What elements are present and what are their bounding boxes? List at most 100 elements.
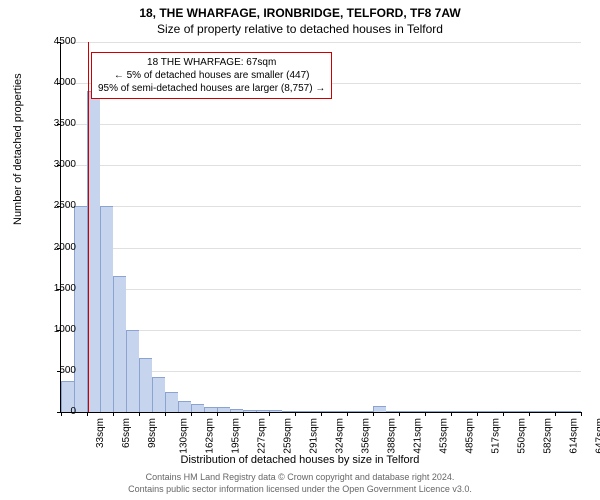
xtick-mark	[295, 412, 296, 416]
xtick-label: 550sqm	[517, 418, 528, 454]
xtick-mark	[217, 412, 218, 416]
histogram-bar	[191, 404, 204, 412]
histogram-bar	[152, 377, 165, 412]
histogram-bar	[217, 407, 230, 412]
ytick-label: 1000	[36, 325, 76, 335]
histogram-bar	[490, 411, 503, 412]
histogram-bar	[529, 411, 542, 412]
histogram-bar	[178, 401, 191, 412]
histogram-bar	[74, 206, 87, 412]
y-axis-label: Number of detached properties	[12, 73, 24, 225]
xtick-label: 356sqm	[361, 418, 372, 454]
histogram-bar	[165, 392, 178, 412]
xtick-mark	[347, 412, 348, 416]
ytick-label: 2000	[36, 243, 76, 253]
gridline	[61, 289, 581, 290]
chart-subtitle: Size of property relative to detached ho…	[0, 22, 600, 36]
histogram-bar	[269, 410, 282, 412]
xtick-mark	[165, 412, 166, 416]
gridline	[61, 248, 581, 249]
x-axis-label: Distribution of detached houses by size …	[0, 454, 600, 466]
xtick-label: 517sqm	[491, 418, 502, 454]
histogram-bar	[282, 411, 295, 412]
annotation-line: 18 THE WHARFAGE: 67sqm	[98, 56, 325, 69]
ytick-label: 0	[36, 407, 76, 417]
xtick-mark	[373, 412, 374, 416]
histogram-bar	[334, 411, 347, 412]
histogram-bar	[477, 411, 490, 412]
histogram-bar	[204, 407, 217, 412]
xtick-mark	[529, 412, 530, 416]
histogram-bar	[451, 411, 464, 412]
xtick-label: 65sqm	[121, 418, 132, 448]
histogram-bar	[243, 410, 256, 412]
histogram-bar	[321, 411, 334, 412]
reference-line	[88, 42, 89, 412]
ytick-label: 500	[36, 366, 76, 376]
xtick-mark	[555, 412, 556, 416]
histogram-bar	[373, 406, 386, 412]
xtick-mark	[425, 412, 426, 416]
xtick-mark	[113, 412, 114, 416]
xtick-label: 324sqm	[335, 418, 346, 454]
gridline	[61, 206, 581, 207]
histogram-bar	[113, 276, 126, 412]
xtick-mark	[451, 412, 452, 416]
xtick-mark	[503, 412, 504, 416]
xtick-label: 195sqm	[231, 418, 242, 454]
annotation-box: 18 THE WHARFAGE: 67sqm← 5% of detached h…	[91, 52, 332, 99]
xtick-label: 388sqm	[387, 418, 398, 454]
xtick-label: 647sqm	[595, 418, 600, 454]
gridline	[61, 42, 581, 43]
xtick-label: 33sqm	[95, 418, 106, 448]
xtick-label: 485sqm	[465, 418, 476, 454]
gridline	[61, 165, 581, 166]
xtick-mark	[399, 412, 400, 416]
xtick-mark	[581, 412, 582, 416]
histogram-bar	[126, 330, 139, 412]
histogram-bar	[425, 411, 438, 412]
histogram-bar	[308, 411, 321, 412]
histogram-bar	[555, 411, 568, 412]
ytick-label: 3000	[36, 160, 76, 170]
histogram-bar	[230, 409, 243, 412]
xtick-label: 259sqm	[283, 418, 294, 454]
footer-line-1: Contains HM Land Registry data © Crown c…	[0, 472, 600, 482]
xtick-label: 130sqm	[179, 418, 190, 454]
xtick-mark	[321, 412, 322, 416]
histogram-bar	[295, 411, 308, 412]
gridline	[61, 330, 581, 331]
xtick-mark	[87, 412, 88, 416]
ytick-label: 1500	[36, 284, 76, 294]
xtick-label: 421sqm	[413, 418, 424, 454]
xtick-mark	[139, 412, 140, 416]
histogram-bar	[360, 411, 373, 412]
histogram-bar	[347, 411, 360, 412]
xtick-label: 453sqm	[439, 418, 450, 454]
xtick-mark	[269, 412, 270, 416]
histogram-bar	[139, 358, 152, 412]
xtick-label: 98sqm	[147, 418, 158, 448]
xtick-label: 582sqm	[543, 418, 554, 454]
xtick-label: 291sqm	[309, 418, 320, 454]
ytick-label: 4000	[36, 78, 76, 88]
xtick-label: 614sqm	[569, 418, 580, 454]
chart-container: 18, THE WHARFAGE, IRONBRIDGE, TELFORD, T…	[0, 0, 600, 500]
histogram-bar	[438, 411, 451, 412]
xtick-mark	[191, 412, 192, 416]
histogram-bar	[256, 410, 269, 412]
gridline	[61, 124, 581, 125]
xtick-label: 162sqm	[205, 418, 216, 454]
ytick-label: 4500	[36, 37, 76, 47]
plot-area: 33sqm65sqm98sqm130sqm162sqm195sqm227sqm2…	[60, 42, 581, 413]
histogram-bar	[568, 411, 581, 412]
annotation-line: ← 5% of detached houses are smaller (447…	[98, 69, 325, 82]
footer-line-2: Contains public sector information licen…	[0, 484, 600, 494]
xtick-mark	[477, 412, 478, 416]
chart-title: 18, THE WHARFAGE, IRONBRIDGE, TELFORD, T…	[0, 6, 600, 20]
annotation-line: 95% of semi-detached houses are larger (…	[98, 82, 325, 95]
histogram-bar	[516, 411, 529, 412]
histogram-bar	[100, 206, 113, 412]
histogram-bar	[542, 411, 555, 412]
histogram-bar	[464, 411, 477, 412]
